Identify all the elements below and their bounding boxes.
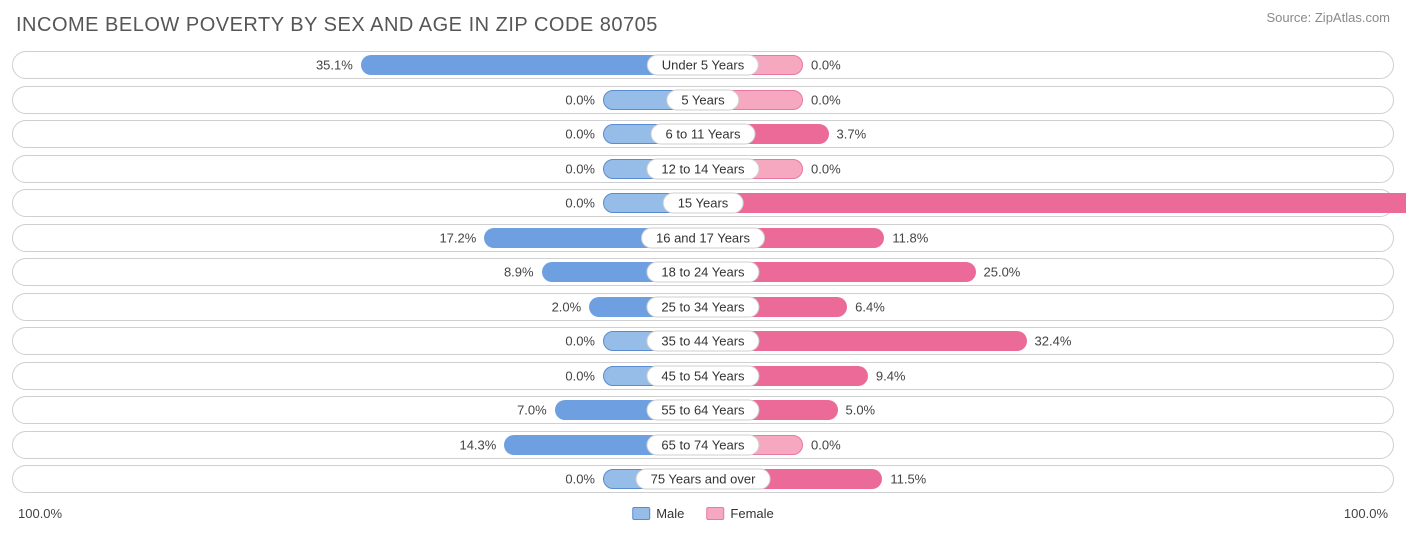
category-label: 12 to 14 Years <box>646 158 759 179</box>
female-bar <box>703 193 1406 213</box>
female-value-label: 6.4% <box>855 299 885 314</box>
legend-female: Female <box>706 506 773 521</box>
chart-row: 0.0% 0.0% 5 Years <box>12 86 1394 114</box>
chart-row: 0.0% 3.7% 6 to 11 Years <box>12 120 1394 148</box>
male-value-label: 8.9% <box>504 265 534 280</box>
male-value-label: 35.1% <box>316 58 353 73</box>
female-swatch <box>706 507 724 520</box>
category-label: 5 Years <box>666 89 739 110</box>
axis-left-label: 100.0% <box>18 506 62 521</box>
female-value-label: 0.0% <box>811 92 841 107</box>
category-label: 75 Years and over <box>636 469 771 490</box>
chart-row: 0.0% 0.0% 12 to 14 Years <box>12 155 1394 183</box>
category-label: 45 to 54 Years <box>646 365 759 386</box>
chart-row: 0.0%100.0%15 Years <box>12 189 1394 217</box>
male-value-label: 0.0% <box>565 196 595 211</box>
category-label: 55 to 64 Years <box>646 400 759 421</box>
legend-female-label: Female <box>730 506 773 521</box>
female-value-label: 0.0% <box>811 161 841 176</box>
chart-row: 2.0% 6.4% 25 to 34 Years <box>12 293 1394 321</box>
category-label: 6 to 11 Years <box>651 124 756 145</box>
female-value-label: 11.8% <box>892 230 928 245</box>
category-label: 18 to 24 Years <box>646 262 759 283</box>
category-label: 35 to 44 Years <box>646 331 759 352</box>
female-value-label: 3.7% <box>837 127 867 142</box>
male-value-label: 0.0% <box>565 161 595 176</box>
category-label: 25 to 34 Years <box>646 296 759 317</box>
male-value-label: 0.0% <box>565 334 595 349</box>
chart-row: 17.2% 11.8% 16 and 17 Years <box>12 224 1394 252</box>
female-value-label: 32.4% <box>1035 334 1072 349</box>
chart-row: 35.1% 0.0% Under 5 Years <box>12 51 1394 79</box>
category-label: 16 and 17 Years <box>641 227 765 248</box>
male-swatch <box>632 507 650 520</box>
axis-right-label: 100.0% <box>1344 506 1388 521</box>
butterfly-chart: 35.1%0.0%Under 5 Years0.0%0.0%5 Years0.0… <box>12 51 1394 493</box>
male-value-label: 14.3% <box>459 437 496 452</box>
legend-male: Male <box>632 506 684 521</box>
axis-row: 100.0% Male Female 100.0% <box>12 500 1394 521</box>
category-label: Under 5 Years <box>647 55 759 76</box>
legend: Male Female <box>632 506 774 521</box>
chart-row: 0.0% 11.5% 75 Years and over <box>12 465 1394 493</box>
category-label: 15 Years <box>663 193 744 214</box>
female-value-label: 25.0% <box>984 265 1021 280</box>
male-value-label: 2.0% <box>552 299 582 314</box>
source-attribution: Source: ZipAtlas.com <box>1266 10 1390 25</box>
female-value-label: 9.4% <box>876 368 906 383</box>
chart-row: 8.9% 25.0% 18 to 24 Years <box>12 258 1394 286</box>
chart-container: INCOME BELOW POVERTY BY SEX AND AGE IN Z… <box>0 0 1406 559</box>
chart-title: INCOME BELOW POVERTY BY SEX AND AGE IN Z… <box>16 14 1394 37</box>
female-value-label: 0.0% <box>811 437 841 452</box>
chart-row: 14.3% 0.0% 65 to 74 Years <box>12 431 1394 459</box>
male-value-label: 17.2% <box>439 230 476 245</box>
female-value-label: 0.0% <box>811 58 841 73</box>
male-value-label: 7.0% <box>517 403 547 418</box>
male-value-label: 0.0% <box>565 472 595 487</box>
female-value-label: 5.0% <box>845 403 875 418</box>
male-value-label: 0.0% <box>565 368 595 383</box>
category-label: 65 to 74 Years <box>646 434 759 455</box>
male-value-label: 0.0% <box>565 127 595 142</box>
legend-male-label: Male <box>656 506 684 521</box>
chart-row: 0.0% 32.4% 35 to 44 Years <box>12 327 1394 355</box>
female-value-label: 11.5% <box>890 472 926 487</box>
male-value-label: 0.0% <box>565 92 595 107</box>
chart-row: 0.0% 9.4% 45 to 54 Years <box>12 362 1394 390</box>
chart-row: 7.0% 5.0% 55 to 64 Years <box>12 396 1394 424</box>
